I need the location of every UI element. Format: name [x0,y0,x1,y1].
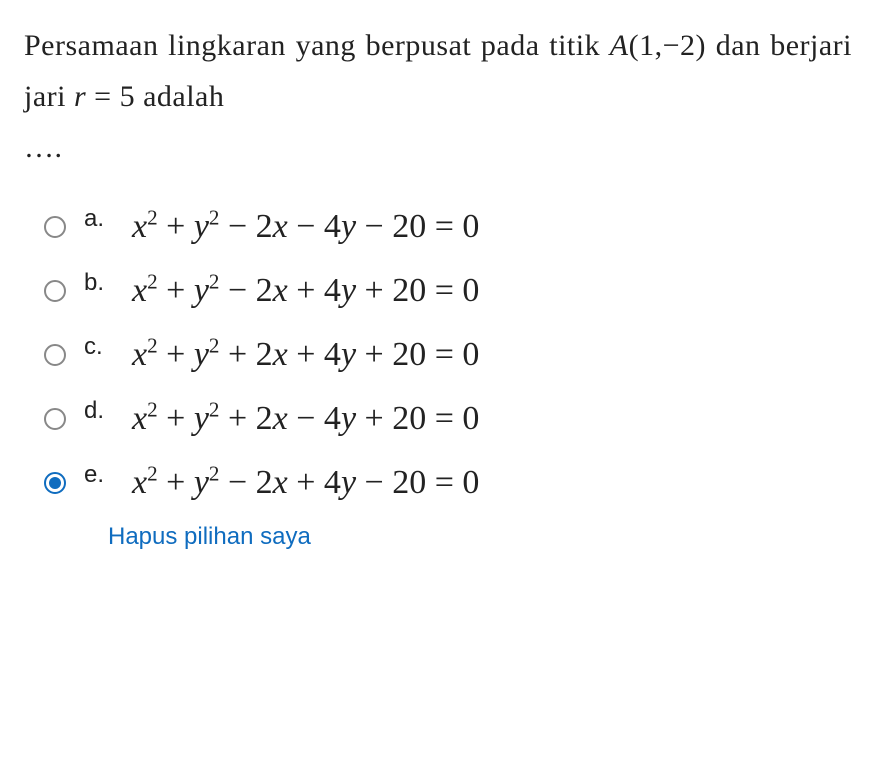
radio-button[interactable] [44,344,66,366]
option-row-d[interactable]: d. x2 + y2 + 2x − 4y + 20 = 0 [44,393,852,445]
option-row-b[interactable]: b. x2 + y2 − 2x + 4y + 20 = 0 [44,265,852,317]
question-part-1: Persamaan lingkaran yang berpusat pada t… [24,29,610,62]
question-ellipsis: …. [24,122,852,173]
option-letter: e. [84,457,108,489]
option-formula: x2 + y2 + 2x − 4y + 20 = 0 [132,400,479,438]
option-formula: x2 + y2 − 2x + 4y − 20 = 0 [132,464,479,502]
option-letter: b. [84,265,108,297]
option-row-e[interactable]: e. x2 + y2 − 2x + 4y − 20 = 0 [44,457,852,509]
option-formula: x2 + y2 − 2x − 4y − 20 = 0 [132,208,479,246]
radio-button[interactable] [44,216,66,238]
math-point-A: A(1,−2) [610,29,706,62]
radio-button[interactable] [44,408,66,430]
options-list: a. x2 + y2 − 2x − 4y − 20 = 0 b. x2 + y2 − … [44,201,852,509]
math-r-eq: r = 5 [74,80,135,113]
option-formula: x2 + y2 − 2x + 4y + 20 = 0 [132,272,479,310]
option-row-c[interactable]: c. x2 + y2 + 2x + 4y + 20 = 0 [44,329,852,381]
option-letter: d. [84,393,108,425]
option-formula: x2 + y2 + 2x + 4y + 20 = 0 [132,336,479,374]
clear-choice-link[interactable]: Hapus pilihan saya [108,523,852,551]
option-letter: c. [84,329,108,361]
question-part-3: adalah [135,80,224,113]
option-letter: a. [84,201,108,233]
radio-button[interactable] [44,280,66,302]
question-text: Persamaan lingkaran yang berpusat pada t… [24,20,852,173]
radio-button[interactable] [44,472,66,494]
option-row-a[interactable]: a. x2 + y2 − 2x − 4y − 20 = 0 [44,201,852,253]
